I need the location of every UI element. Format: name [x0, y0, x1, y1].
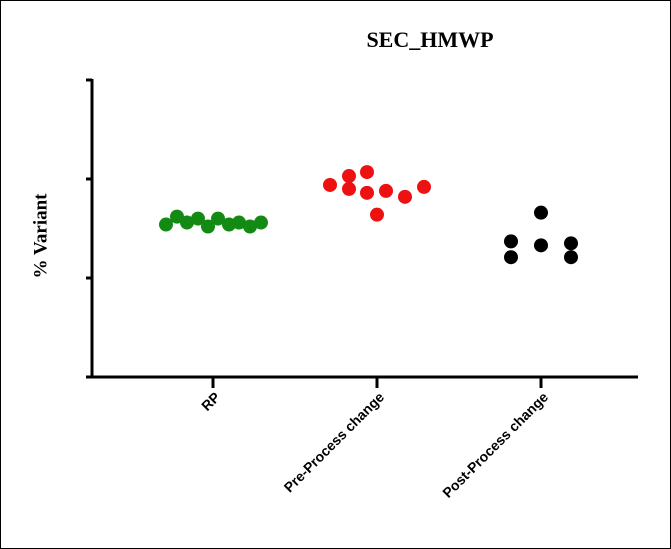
data-point	[159, 217, 173, 232]
data-point	[254, 215, 268, 230]
data-point	[211, 211, 225, 226]
data-point	[564, 250, 578, 265]
data-point	[534, 205, 548, 220]
data-point	[504, 250, 518, 265]
data-point	[232, 215, 246, 230]
y-axis-label: % Variant	[30, 193, 51, 279]
data-point	[564, 236, 578, 251]
data-point	[360, 185, 374, 200]
chart-title: SEC_HMWP	[366, 27, 493, 52]
data-point	[201, 219, 215, 234]
data-point	[180, 215, 194, 230]
data-point	[379, 183, 393, 198]
data-point	[370, 207, 384, 222]
data-point	[342, 181, 356, 196]
data-point	[342, 169, 356, 184]
data-point	[360, 165, 374, 180]
data-point	[534, 238, 548, 253]
data-point	[398, 189, 412, 204]
data-point	[191, 211, 205, 226]
data-point	[417, 179, 431, 194]
data-point	[323, 177, 337, 192]
data-point	[504, 234, 518, 249]
data-point	[243, 219, 257, 234]
